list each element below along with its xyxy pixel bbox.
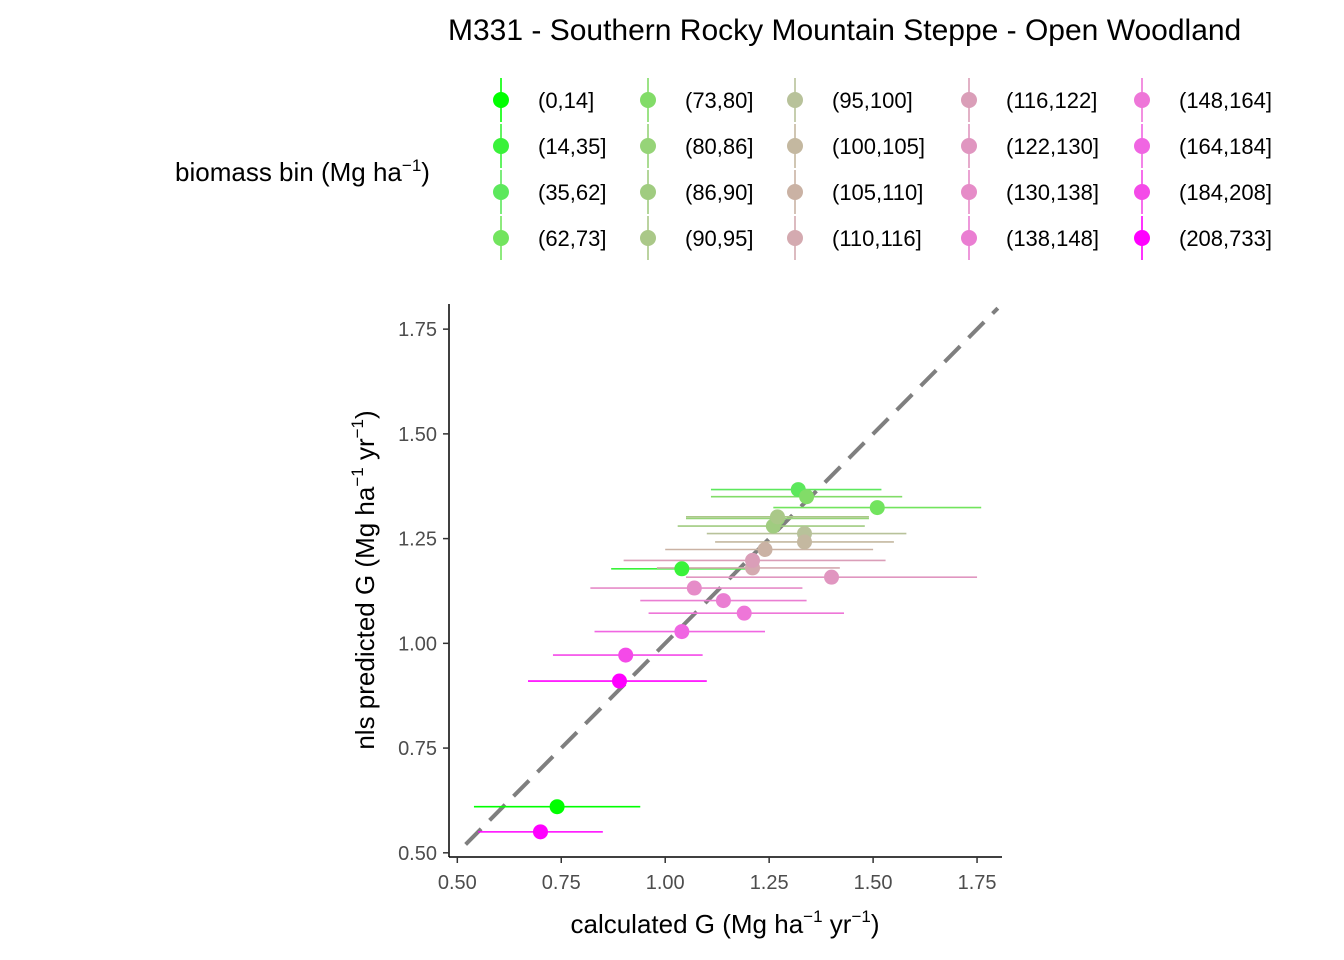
identity-reference-line: [464, 306, 1000, 846]
legend-label: (184,208]: [1179, 180, 1272, 205]
legend-key-point: [640, 138, 656, 154]
legend-label: (35,62]: [538, 180, 607, 205]
legend-label: (95,100]: [832, 88, 913, 113]
x-tick-label: 1.75: [958, 872, 997, 894]
x-tick-label: 1.25: [750, 872, 789, 894]
legend-key-point: [1134, 92, 1150, 108]
data-point: [745, 552, 761, 568]
legend-label: (116,122]: [1006, 88, 1097, 113]
y-axis-title: nls predicted G (Mg ha−1 yr−1): [348, 410, 380, 749]
legend-label: (148,164]: [1179, 88, 1272, 113]
x-axis-title: calculated G (Mg ha−1 yr−1): [570, 907, 879, 939]
legend-key-point: [1134, 184, 1150, 200]
legend-key-point: [1134, 138, 1150, 154]
legend-label: (105,110]: [832, 180, 923, 205]
data-point: [769, 509, 785, 525]
data-point: [611, 673, 627, 689]
data-point: [715, 593, 731, 609]
legend-label: (14,35]: [538, 134, 607, 159]
data-point: [686, 580, 702, 596]
data-point: [869, 500, 885, 516]
x-tick-label: 0.75: [542, 872, 581, 894]
x-tick-label: 1.00: [646, 872, 685, 894]
legend-label: (122,130]: [1006, 134, 1099, 159]
legend-label: (86,90]: [685, 180, 754, 205]
y-tick-label: 0.50: [398, 843, 437, 865]
data-point: [674, 561, 690, 577]
data-points: [532, 482, 885, 840]
identity-line: [464, 306, 1000, 846]
legend-key-point: [787, 184, 803, 200]
y-tick-label: 1.25: [398, 529, 437, 551]
chart-title: M331 - Southern Rocky Mountain Steppe - …: [448, 14, 1241, 47]
legend-label: (73,80]: [685, 88, 754, 113]
legend-label: (110,116]: [832, 226, 922, 251]
legend-key-point: [493, 184, 509, 200]
legend-label: (208,733]: [1179, 226, 1272, 251]
plot-panel: 0.50 0.75 1.00 1.25 1.50 1.75 0.50 0.75 1.00 1.2…: [398, 304, 1002, 894]
y-tick-label: 1.00: [398, 633, 437, 655]
legend-label: (0,14]: [538, 88, 594, 113]
error-bars: [473, 488, 982, 833]
legend-key-point: [493, 138, 509, 154]
legend-key-point: [787, 138, 803, 154]
legend-key-point: [961, 230, 977, 246]
legend-key-point: [640, 184, 656, 200]
legend-label: (90,95]: [685, 226, 754, 251]
data-point: [797, 534, 812, 550]
data-point: [757, 541, 773, 557]
data-point: [618, 647, 634, 663]
legend-label: (62,73]: [538, 226, 607, 251]
y-tick-label: 0.75: [398, 738, 437, 760]
legend-label: (130,138]: [1006, 180, 1099, 205]
legend-label: (100,105]: [832, 134, 925, 159]
legend-label: (138,148]: [1006, 226, 1099, 251]
legend-key-point: [640, 92, 656, 108]
legend-key-point: [961, 138, 977, 154]
y-tick-label: 1.50: [398, 424, 437, 446]
data-point: [736, 605, 752, 621]
legend-key-point: [640, 230, 656, 246]
legend-label: (164,184]: [1179, 134, 1272, 159]
legend-key-point: [961, 92, 977, 108]
x-tick-label: 1.50: [854, 872, 893, 894]
legend-key-point: [787, 92, 803, 108]
data-point: [674, 624, 690, 640]
legend-key-point: [493, 92, 509, 108]
data-point: [532, 824, 548, 840]
legend-key-point: [493, 230, 509, 246]
legend-title: biomass bin (Mg ha−1): [175, 156, 430, 187]
legend-key-point: [1134, 230, 1150, 246]
legend-key-point: [787, 230, 803, 246]
y-axis-ticks: 0.50 0.75 1.00 1.25 1.50 1.75: [398, 319, 449, 865]
data-point: [549, 799, 565, 815]
legend-key-point: [961, 184, 977, 200]
y-tick-label: 1.75: [398, 319, 437, 341]
x-axis-ticks: 0.50 0.75 1.00 1.25 1.50 1.75: [438, 857, 997, 894]
legend: (0,14] (14,35] (35,62] (62,73] (73,80] (80,86…: [493, 78, 1272, 260]
legend-label: (80,86]: [685, 134, 754, 159]
x-tick-label: 0.50: [438, 872, 477, 894]
data-point: [799, 489, 815, 505]
data-point: [824, 569, 840, 585]
